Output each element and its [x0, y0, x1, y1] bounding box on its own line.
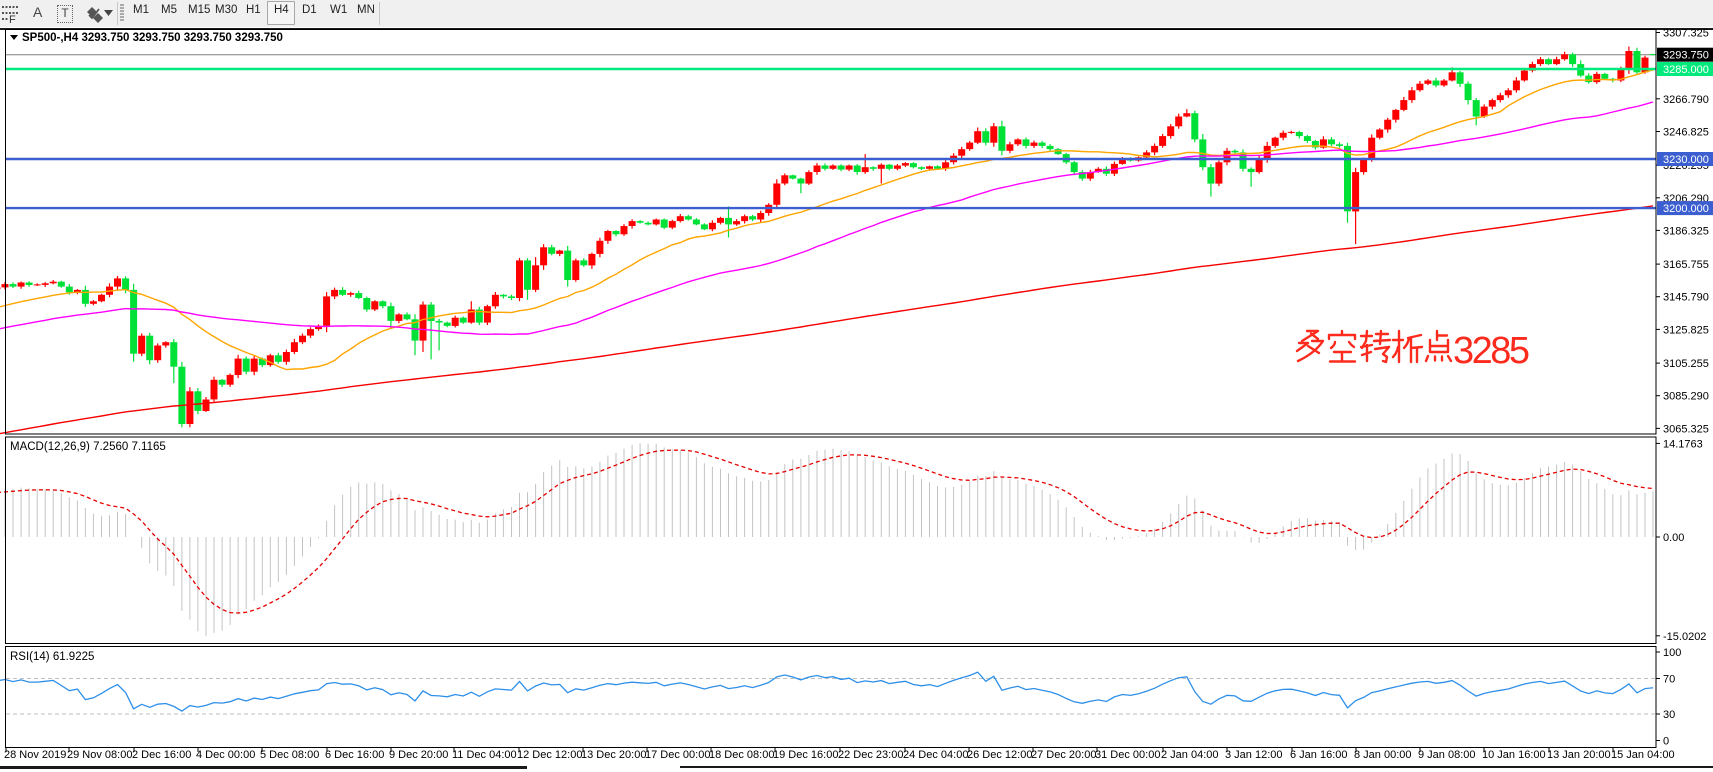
svg-text:0: 0 [1663, 736, 1669, 748]
svg-text:15 Jan 04:00: 15 Jan 04:00 [1611, 749, 1675, 761]
svg-text:14.1763: 14.1763 [1663, 438, 1703, 450]
svg-text:100: 100 [1663, 647, 1681, 659]
svg-text:13 Dec 20:00: 13 Dec 20:00 [581, 749, 646, 761]
svg-text:6 Jan 16:00: 6 Jan 16:00 [1290, 749, 1348, 761]
svg-text:70: 70 [1663, 674, 1675, 686]
svg-text:11 Dec 04:00: 11 Dec 04:00 [452, 749, 517, 761]
svg-text:3145.790: 3145.790 [1663, 292, 1709, 304]
svg-text:9 Jan 08:00: 9 Jan 08:00 [1418, 749, 1476, 761]
svg-text:MACD(12,26,9) 7.2560 7.1165: MACD(12,26,9) 7.2560 7.1165 [10, 441, 166, 453]
svg-text:28 Nov 2019: 28 Nov 2019 [4, 749, 66, 761]
svg-text:5 Dec 08:00: 5 Dec 08:00 [260, 749, 319, 761]
svg-text:26 Dec 12:00: 26 Dec 12:00 [967, 749, 1032, 761]
svg-text:3285.000: 3285.000 [1663, 64, 1709, 76]
svg-text:3307.325: 3307.325 [1663, 28, 1709, 40]
svg-text:F: F [9, 14, 16, 24]
svg-text:2 Jan 04:00: 2 Jan 04:00 [1161, 749, 1219, 761]
svg-text:3165.755: 3165.755 [1663, 259, 1709, 271]
svg-text:6 Dec 16:00: 6 Dec 16:00 [325, 749, 384, 761]
svg-text:12 Dec 12:00: 12 Dec 12:00 [517, 749, 582, 761]
svg-text:3230.000: 3230.000 [1663, 154, 1709, 166]
svg-text:10 Jan 16:00: 10 Jan 16:00 [1482, 749, 1546, 761]
svg-text:3 Jan 12:00: 3 Jan 12:00 [1225, 749, 1283, 761]
svg-text:3065.325: 3065.325 [1663, 423, 1709, 435]
svg-text:27 Dec 20:00: 27 Dec 20:00 [1031, 749, 1096, 761]
svg-text:SP500-,H4 3293.750 3293.750 3: SP500-,H4 3293.750 3293.750 3293.750 329… [22, 32, 283, 44]
svg-text:3105.255: 3105.255 [1663, 358, 1709, 370]
svg-text:3186.325: 3186.325 [1663, 225, 1709, 237]
svg-text:-15.0202: -15.0202 [1663, 631, 1706, 643]
svg-text:24 Dec 04:00: 24 Dec 04:00 [903, 749, 968, 761]
svg-text:0.00: 0.00 [1663, 532, 1684, 544]
svg-text:3200.000: 3200.000 [1663, 203, 1709, 215]
svg-text:4 Dec 00:00: 4 Dec 00:00 [196, 749, 255, 761]
svg-text:3285: 3285 [1453, 330, 1529, 372]
svg-text:3125.825: 3125.825 [1663, 324, 1709, 336]
svg-text:19 Dec 16:00: 19 Dec 16:00 [773, 749, 838, 761]
svg-text:30: 30 [1663, 709, 1675, 721]
svg-text:22 Dec 23:00: 22 Dec 23:00 [838, 749, 903, 761]
svg-text:2 Dec 16:00: 2 Dec 16:00 [132, 749, 191, 761]
svg-text:31 Dec 00:00: 31 Dec 00:00 [1095, 749, 1160, 761]
svg-text:3293.750: 3293.750 [1663, 50, 1709, 62]
svg-text:18 Dec 08:00: 18 Dec 08:00 [709, 749, 774, 761]
svg-text:13 Jan 20:00: 13 Jan 20:00 [1547, 749, 1611, 761]
svg-text:9 Dec 20:00: 9 Dec 20:00 [389, 749, 448, 761]
svg-text:3266.790: 3266.790 [1663, 94, 1709, 106]
svg-text:RSI(14) 61.9225: RSI(14) 61.9225 [10, 651, 94, 663]
svg-text:8 Jan 00:00: 8 Jan 00:00 [1354, 749, 1412, 761]
svg-text:17 Dec 00:00: 17 Dec 00:00 [645, 749, 710, 761]
svg-text:3085.290: 3085.290 [1663, 391, 1709, 403]
svg-text:29 Nov 08:00: 29 Nov 08:00 [67, 749, 132, 761]
svg-text:3246.825: 3246.825 [1663, 127, 1709, 139]
